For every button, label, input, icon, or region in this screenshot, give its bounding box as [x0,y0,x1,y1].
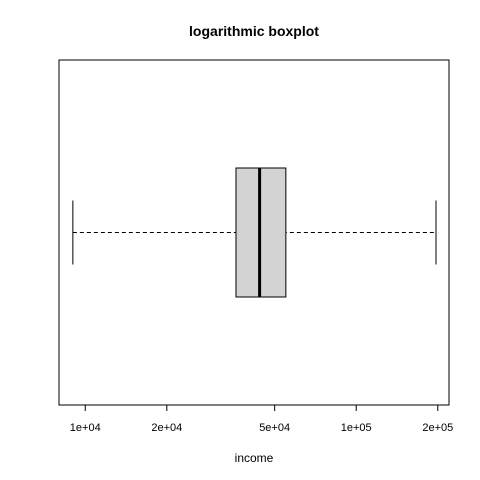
x-tick-label: 1e+05 [341,422,372,434]
x-axis-label: income [235,451,274,465]
x-tick-label: 5e+04 [259,422,290,434]
x-tick-label: 2e+04 [151,422,182,434]
chart-title: logarithmic boxplot [189,23,319,39]
x-axis-ticks: 1e+04 2e+04 5e+04 1e+05 2e+05 [70,405,453,434]
x-tick-label: 2e+05 [422,422,453,434]
x-tick-label: 1e+04 [70,422,101,434]
